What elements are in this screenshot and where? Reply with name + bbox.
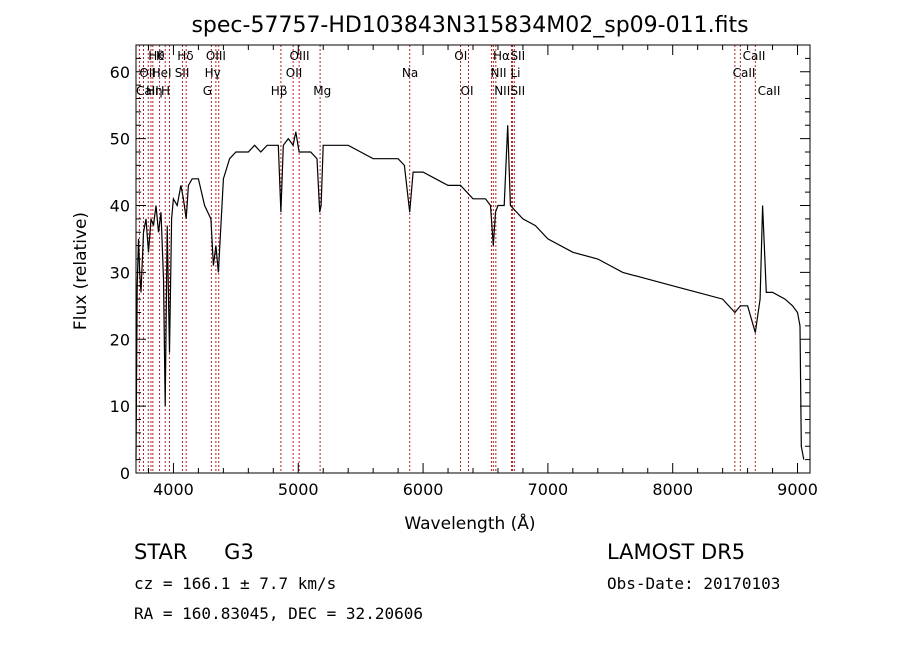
x-tick-label-4000: 4000 (153, 480, 194, 499)
line-label-1: K (156, 49, 165, 63)
line-label-10: Hγ (205, 66, 221, 80)
line-label-6: H (161, 84, 170, 98)
line-label-23: NII (494, 84, 510, 98)
line-label-8: SII (175, 66, 190, 80)
y-axis: 0 10 20 30 40 50 60 (110, 57, 810, 483)
plot-frame (135, 44, 811, 474)
y-tick-label-0: 0 (120, 464, 130, 483)
line-label-7: Hδ (177, 49, 193, 63)
line-label-25: CaII (743, 49, 766, 63)
object-class: STAR (134, 540, 188, 564)
x-tick-label-5000: 5000 (278, 480, 319, 499)
line-label-9: OIII (206, 49, 226, 63)
spectral-class: STAR G3 (134, 540, 254, 564)
emission-lines (138, 45, 756, 473)
x-tick-label-7000: 7000 (528, 480, 569, 499)
line-label-11: G (203, 84, 212, 98)
line-label-17: OI (454, 49, 467, 63)
line-label-22: Li (510, 66, 520, 80)
x-tick-label-9000: 9000 (777, 480, 818, 499)
line-label-4: CaII (136, 84, 159, 98)
x-axis-label: Wavelength (Å) (404, 512, 535, 534)
line-label-12: Hβ (271, 84, 288, 98)
line-label-21: NII (490, 66, 506, 80)
x-tick-label-6000: 6000 (403, 480, 444, 499)
line-label-5: Hη (146, 84, 163, 98)
line-label-26: CaII (733, 66, 756, 80)
line-label-18: OI (461, 84, 474, 98)
y-tick-label-30: 30 (110, 263, 130, 282)
survey-name: LAMOST DR5 (607, 540, 746, 564)
line-label-27: CaII (758, 84, 781, 98)
line-label-15: Mg (313, 84, 331, 98)
line-label-19: Hα (493, 49, 510, 63)
line-label-2: OII (139, 66, 156, 80)
y-tick-label-40: 40 (110, 197, 130, 216)
y-tick-label-10: 10 (110, 397, 130, 416)
object-subclass: G3 (224, 540, 254, 564)
line-label-14: OII (286, 66, 303, 80)
y-axis-label: Flux (relative) (71, 212, 91, 330)
line-label-0: Hθ (148, 49, 164, 63)
line-label-20: SII (510, 49, 525, 63)
x-tick-label-8000: 8000 (652, 480, 693, 499)
y-tick-label-20: 20 (110, 330, 130, 349)
line-label-3: HeI (152, 66, 172, 80)
line-label-13: OIII (290, 49, 310, 63)
chart-title: spec-57757-HD103843N315834M02_sp09-011.f… (191, 13, 748, 38)
line-label-24: SII (510, 84, 525, 98)
line-label-16: Na (402, 66, 418, 80)
observation-date: Obs-Date: 20170103 (607, 574, 781, 593)
redshift-cz: cz = 166.1 ± 7.7 km/s (134, 574, 337, 593)
y-tick-label-60: 60 (110, 63, 130, 82)
spectrum-line (135, 125, 805, 460)
y-tick-label-50: 50 (110, 130, 130, 149)
x-axis: 4000 5000 6000 7000 8000 9000 (147, 45, 818, 499)
coordinates: RA = 160.83045, DEC = 32.20606 (134, 604, 423, 623)
